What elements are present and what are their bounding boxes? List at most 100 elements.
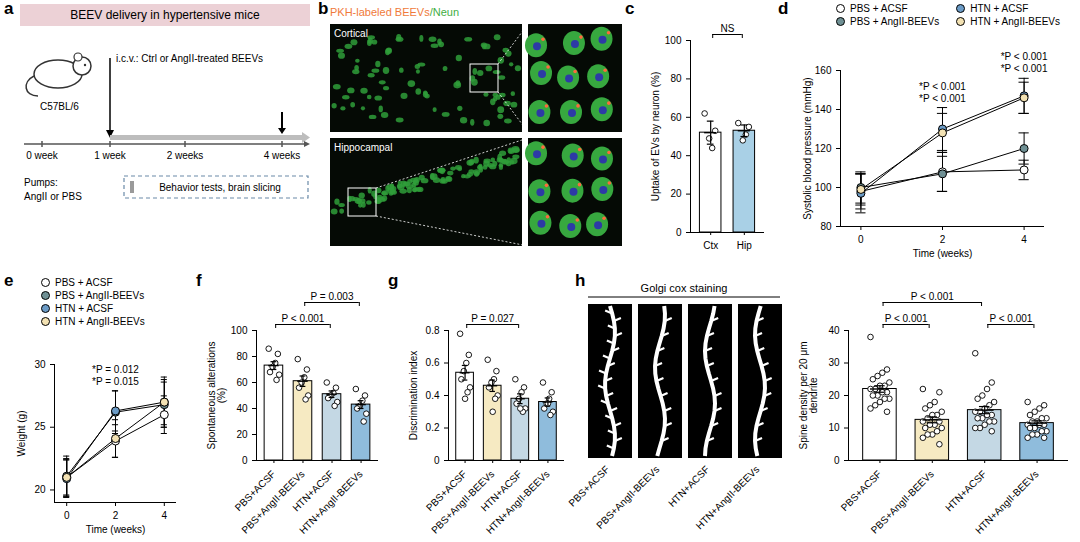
svg-text:20: 20 [34, 484, 46, 495]
svg-text:80: 80 [670, 73, 682, 84]
svg-text:160: 160 [815, 65, 832, 76]
svg-text:P < 0.001: P < 0.001 [885, 313, 928, 324]
svg-text:PBS+AngII-BEEVs: PBS+AngII-BEEVs [869, 468, 936, 535]
svg-text:Pumps:: Pumps: [24, 177, 58, 188]
svg-text:0: 0 [64, 510, 70, 521]
svg-text:Ctx: Ctx [703, 240, 718, 251]
svg-text:4 weeks: 4 weeks [264, 150, 301, 161]
svg-text:PBS+AngII-BEEVs: PBS+AngII-BEEVs [239, 468, 307, 536]
svg-text:100: 100 [815, 182, 832, 193]
svg-text:20: 20 [236, 429, 248, 440]
svg-text:PBS+AngII-BEEVs: PBS+AngII-BEEVs [429, 468, 497, 536]
svg-text:PBS+ACSF: PBS+ACSF [232, 468, 278, 514]
svg-text:0: 0 [242, 455, 248, 466]
svg-text:Weight (g): Weight (g) [16, 411, 27, 457]
svg-text:HTN+ACSF: HTN+ACSF [478, 468, 524, 514]
svg-text:0: 0 [834, 455, 840, 466]
svg-text:*P < 0.001: *P < 0.001 [1001, 51, 1048, 62]
svg-text:*P = 0.015: *P = 0.015 [92, 376, 139, 387]
svg-text:40: 40 [670, 150, 682, 161]
svg-text:0: 0 [676, 227, 682, 238]
svg-text:0.8: 0.8 [426, 325, 440, 336]
svg-text:0.6: 0.6 [426, 357, 440, 368]
svg-text:0 week: 0 week [26, 150, 59, 161]
svg-text:i.c.v.: Ctrl or AngII-treated: i.c.v.: Ctrl or AngII-treated BEEVs [116, 53, 263, 64]
svg-text:C57BL/6: C57BL/6 [40, 101, 79, 112]
html-text:HTN + AngII-BEEVs: HTN + AngII-BEEVs [55, 316, 145, 327]
svg-text:PKH-labeled BEEVs/Neun: PKH-labeled BEEVs/Neun [330, 6, 459, 18]
svg-text:PBS+ACSF: PBS+ACSF [423, 468, 469, 514]
svg-text:30: 30 [828, 357, 840, 368]
svg-text:0: 0 [434, 455, 440, 466]
svg-text:NS: NS [721, 23, 735, 34]
svg-text:Uptake of EVs by neuron (%): Uptake of EVs by neuron (%) [650, 72, 661, 202]
html-text:PBS + ACSF: PBS + ACSF [55, 277, 113, 288]
svg-text:P < 0.001: P < 0.001 [282, 313, 325, 324]
svg-text:0.2: 0.2 [426, 422, 440, 433]
svg-text:*P = 0.012: *P = 0.012 [92, 364, 139, 375]
svg-text:P < 0.001: P < 0.001 [911, 291, 954, 302]
svg-text:P = 0.003: P = 0.003 [311, 291, 354, 302]
svg-text:Spine density per 20 μmdendrit: Spine density per 20 μmdendrite [798, 341, 819, 449]
svg-text:2: 2 [113, 510, 119, 521]
svg-text:140: 140 [815, 104, 832, 115]
svg-text:HTN+AngII-BEEVs: HTN+AngII-BEEVs [297, 468, 365, 536]
svg-text:60: 60 [670, 112, 682, 123]
svg-text:HTN+ACSF: HTN+ACSF [943, 468, 988, 513]
svg-text:0: 0 [858, 234, 864, 245]
svg-text:Cortical: Cortical [334, 28, 368, 39]
svg-text:AngII or PBS: AngII or PBS [24, 191, 82, 202]
html-text:PBS + AngII-BEEVs: PBS + AngII-BEEVs [850, 16, 940, 27]
html-text:PBS + AngII-BEEVs: PBS + AngII-BEEVs [55, 290, 145, 301]
svg-text:60: 60 [236, 377, 248, 388]
svg-text:Behavior tests, brain slicing: Behavior tests, brain slicing [159, 182, 281, 193]
svg-text:P = 0.027: P = 0.027 [471, 313, 514, 324]
svg-text:*P < 0.001: *P < 0.001 [919, 81, 966, 92]
svg-text:Golgi cox staining: Golgi cox staining [641, 282, 728, 294]
svg-text:PBS+ACSF: PBS+ACSF [839, 468, 884, 513]
svg-text:40: 40 [828, 325, 840, 336]
html-text:HTN + ACSF: HTN + ACSF [970, 3, 1029, 14]
html-text:b: b [318, 0, 329, 18]
svg-text:2 weeks: 2 weeks [167, 150, 204, 161]
svg-text:100: 100 [665, 35, 682, 46]
html-text:PBS + ACSF: PBS + ACSF [850, 3, 908, 14]
svg-text:25: 25 [34, 421, 46, 432]
svg-text:Spontaneous alterations(%): Spontaneous alterations(%) [206, 342, 227, 450]
svg-text:Time (weeks): Time (weeks) [913, 248, 973, 259]
svg-text:30: 30 [34, 359, 46, 370]
svg-text:*P < 0.001: *P < 0.001 [1001, 63, 1048, 74]
svg-text:100: 100 [231, 325, 248, 336]
html-text:d: d [778, 0, 789, 18]
svg-text:4: 4 [1021, 234, 1027, 245]
svg-text:P < 0.001: P < 0.001 [989, 313, 1032, 324]
svg-text:80: 80 [820, 221, 832, 232]
svg-text:PBS+ACSF: PBS+ACSF [566, 464, 611, 509]
svg-text:20: 20 [670, 188, 682, 199]
html-text:HTN + AngII-BEEVs: HTN + AngII-BEEVs [970, 16, 1060, 27]
svg-text:Hip: Hip [737, 240, 752, 251]
svg-text:2: 2 [940, 234, 946, 245]
svg-text:PBS+AngII-BEEVs: PBS+AngII-BEEVs [594, 464, 661, 531]
svg-text:120: 120 [815, 143, 832, 154]
svg-text:Hippocampal: Hippocampal [334, 142, 392, 153]
svg-text:Time (weeks): Time (weeks) [86, 524, 146, 535]
svg-text:HTN+ACSF: HTN+ACSF [290, 468, 336, 514]
svg-text:1 week: 1 week [94, 150, 127, 161]
svg-text:0.4: 0.4 [426, 390, 440, 401]
svg-text:HTN+AngII-BEEVs: HTN+AngII-BEEVs [484, 468, 552, 536]
svg-text:40: 40 [236, 403, 248, 414]
html-text:h: h [575, 271, 586, 290]
svg-text:10: 10 [828, 422, 840, 433]
svg-text:HTN+AngII-BEEVs: HTN+AngII-BEEVs [973, 468, 1041, 536]
svg-text:4: 4 [162, 510, 168, 521]
svg-text:*P < 0.001: *P < 0.001 [919, 93, 966, 104]
svg-text:Systolic blood pressure (mmHg): Systolic blood pressure (mmHg) [802, 77, 813, 219]
svg-text:HTN+ACSF: HTN+ACSF [666, 464, 711, 509]
svg-text:HTN+AngII-BEEVs: HTN+AngII-BEEVs [694, 464, 762, 532]
svg-text:Discrimination index: Discrimination index [408, 351, 419, 440]
svg-text:20: 20 [828, 390, 840, 401]
svg-text:BEEV delivery in hypertensive: BEEV delivery in hypertensive mice [70, 8, 260, 22]
html-text:HTN + ACSF: HTN + ACSF [55, 303, 114, 314]
svg-text:80: 80 [236, 351, 248, 362]
